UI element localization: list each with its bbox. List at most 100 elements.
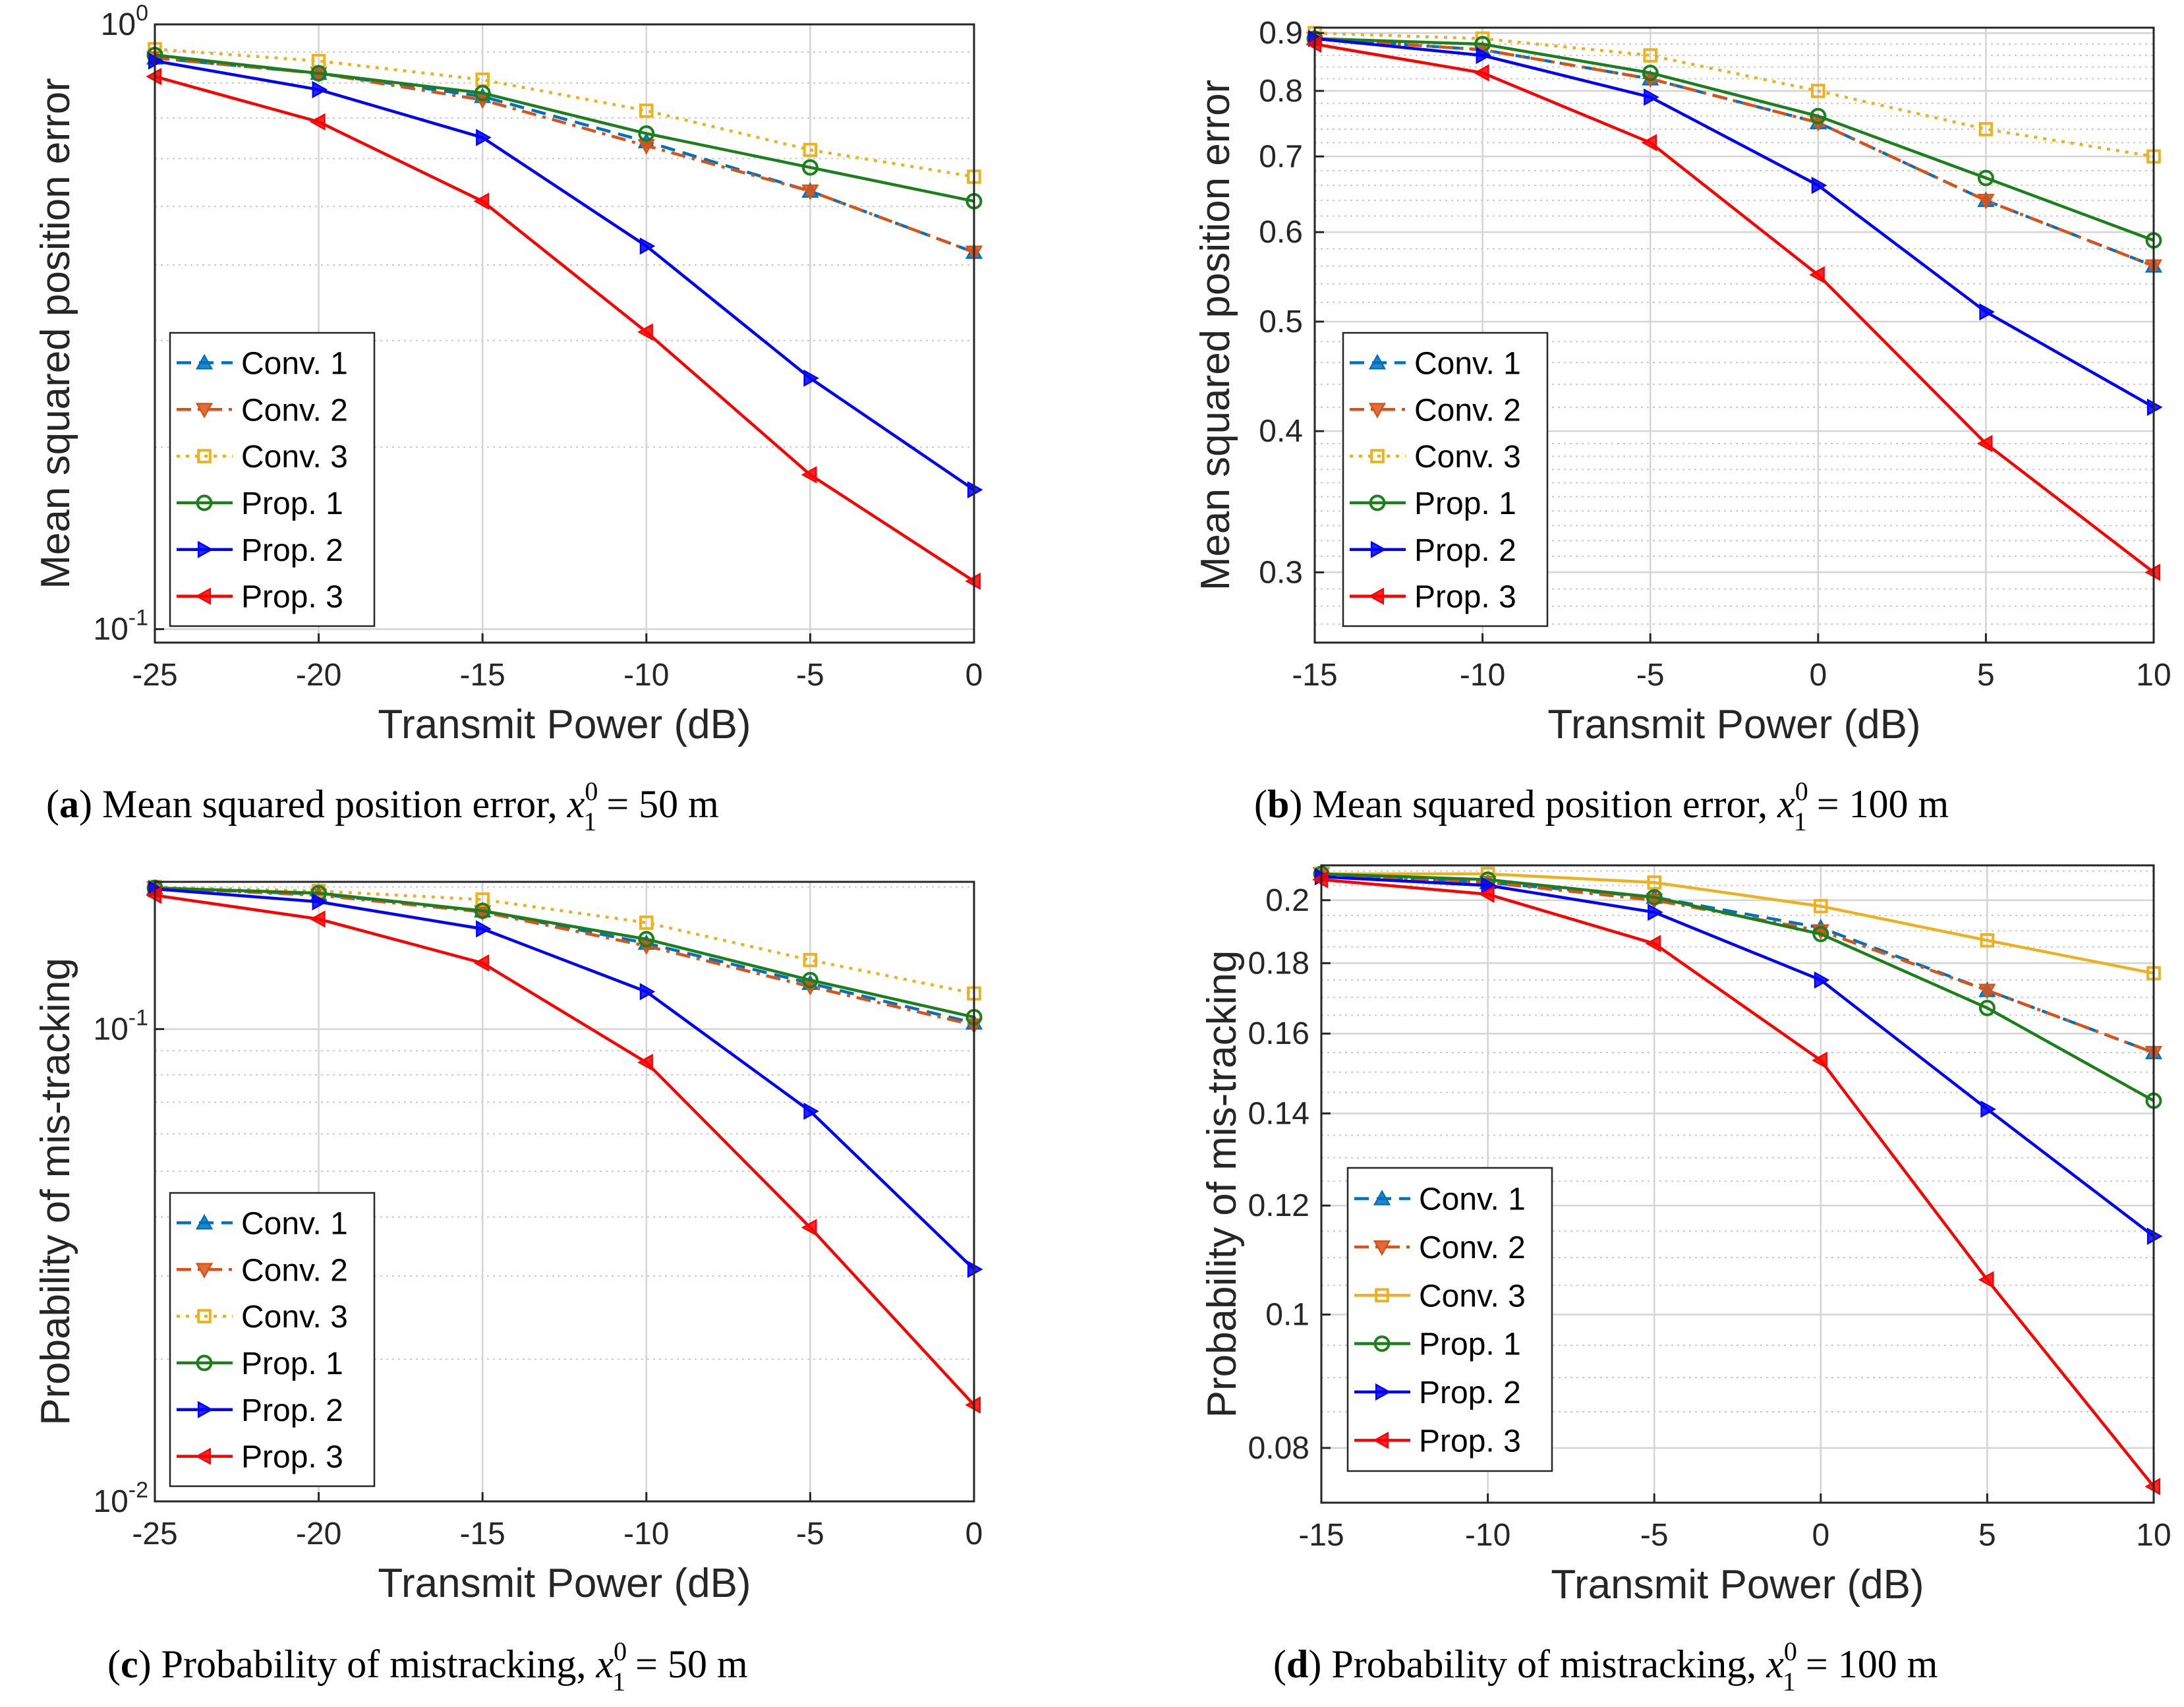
legend: Conv. 1 Conv. 2 Conv. 3 Prop. 1 Prop. 2 Prop.… — [1342, 332, 1549, 627]
x-tick-label: 5 — [1977, 658, 1995, 693]
legend-marker — [197, 540, 214, 558]
legend-marker — [197, 449, 212, 463]
y-tick-label: 0.14 — [1248, 1096, 1309, 1131]
y-tick-label: 100 — [101, 1, 148, 42]
legend-label: Conv. 2 — [241, 1253, 348, 1288]
legend-marker — [1373, 1335, 1391, 1352]
caption: (c) Probability of mistracking, x0 1 = 50… — [107, 1636, 748, 1696]
legend-label: Prop. 3 — [1414, 580, 1516, 615]
data-point — [638, 931, 655, 948]
legend-label: Prop. 2 — [241, 1393, 343, 1428]
y-axis-label: Mean squared position error — [33, 78, 78, 589]
legend-label: Prop. 1 — [1414, 486, 1516, 521]
data-point — [473, 954, 490, 972]
legend-marker — [195, 353, 214, 370]
data-point — [476, 129, 492, 146]
legend-item: Prop. 3 — [1354, 1424, 1521, 1459]
legend-item: Prop. 3 — [1350, 580, 1516, 615]
data-point — [1980, 1100, 1996, 1118]
data-point — [1474, 64, 1489, 82]
legend-item: Prop. 1 — [177, 486, 343, 521]
x-tick-label: -5 — [796, 1517, 824, 1551]
legend: Conv. 1 Conv. 2 Conv. 3 Prop. 1 Prop. 2 Prop.… — [1346, 1167, 1553, 1472]
data-point — [801, 466, 817, 484]
data-point — [310, 910, 326, 928]
x-tick-label: 10 — [2136, 1518, 2171, 1553]
x-tick-label: -10 — [1460, 658, 1505, 693]
legend-item: Prop. 2 — [1350, 533, 1516, 568]
x-tick-label: 10 — [2136, 658, 2171, 693]
legend-marker — [195, 587, 212, 605]
data-point — [2146, 966, 2161, 981]
data-point — [312, 80, 328, 99]
legend-box — [1346, 1167, 1553, 1472]
legend-label: Prop. 2 — [241, 533, 343, 568]
data-point — [1979, 303, 1995, 321]
series-line — [1321, 875, 2155, 1238]
legend-marker — [1373, 1432, 1389, 1449]
x-tick-label: -10 — [1465, 1518, 1510, 1553]
x-tick-label: 0 — [965, 658, 983, 693]
legend-box — [169, 1192, 376, 1488]
y-axis-label: Probability of mis-tracking — [33, 958, 78, 1426]
data-point — [1977, 194, 1995, 210]
legend-marker — [1375, 1288, 1389, 1303]
legend-marker — [1370, 449, 1385, 463]
legend-marker — [195, 1263, 214, 1279]
y-tick-label: 0.1 — [1265, 1298, 1309, 1333]
legend-marker — [1369, 494, 1386, 511]
y-tick-label: 0.9 — [1259, 16, 1303, 51]
data-point — [1647, 875, 1661, 890]
data-point — [1980, 933, 1995, 948]
series-line — [154, 59, 975, 491]
data-point — [637, 1053, 653, 1072]
data-point — [1978, 1271, 1994, 1288]
y-tick-label: 0.8 — [1259, 74, 1303, 109]
data-point — [639, 237, 656, 255]
y-tick-label: 0.5 — [1259, 304, 1303, 339]
x-tick-label: -20 — [296, 1517, 341, 1551]
series-line — [1314, 37, 2155, 409]
legend-label: Conv. 3 — [241, 440, 348, 475]
legend-label: Prop. 1 — [241, 1346, 343, 1381]
x-tick-label: -15 — [460, 1517, 505, 1551]
x-tick-label: -25 — [132, 1517, 177, 1551]
legend-label: Conv. 2 — [1419, 1230, 1526, 1265]
legend-marker — [1375, 1383, 1391, 1401]
legend-label: Conv. 2 — [241, 393, 348, 428]
data-point — [1646, 888, 1663, 906]
data-point — [473, 192, 490, 210]
data-point — [1812, 925, 1829, 942]
data-point — [803, 1102, 819, 1120]
x-tick-label: -5 — [1640, 1518, 1669, 1553]
legend-marker — [1368, 353, 1387, 370]
x-tick-label: -15 — [1298, 1518, 1344, 1553]
legend-marker — [1368, 403, 1387, 419]
series-line — [154, 47, 975, 179]
legend-item: Prop. 2 — [177, 533, 343, 568]
data-point — [475, 72, 490, 87]
legend-marker — [197, 1401, 214, 1418]
legend-marker — [195, 403, 214, 419]
legend-label: Prop. 2 — [1414, 533, 1516, 568]
legend-item: Prop. 2 — [177, 1393, 343, 1428]
axes-box — [1313, 26, 2155, 644]
axes-box — [154, 23, 975, 644]
series-line — [1314, 42, 2155, 574]
legend-label: Prop. 1 — [1419, 1327, 1521, 1362]
data-point — [1978, 983, 1996, 1000]
data-point — [1812, 1051, 1827, 1069]
axes-box — [1320, 864, 2155, 1504]
data-point — [1479, 885, 1495, 903]
legend: Conv. 1 Conv. 2 Conv. 3 Prop. 1 Prop. 2 Prop.… — [169, 332, 376, 627]
legend-item: Conv. 1 — [177, 346, 348, 381]
legend-label: Prop. 3 — [241, 580, 343, 615]
legend-label: Conv. 3 — [1414, 440, 1521, 475]
legend-label: Conv. 1 — [241, 1206, 348, 1241]
legend-item: Prop. 1 — [1354, 1327, 1521, 1362]
legend-item: Conv. 1 — [1354, 1182, 1526, 1217]
legend-label: Prop. 1 — [241, 486, 343, 521]
data-point — [474, 902, 491, 919]
data-point — [310, 113, 326, 130]
chart-panel-a: -25 -20 -15 -10 -5 0 10-1 100 Transmit Power (dB… — [33, 1, 983, 836]
